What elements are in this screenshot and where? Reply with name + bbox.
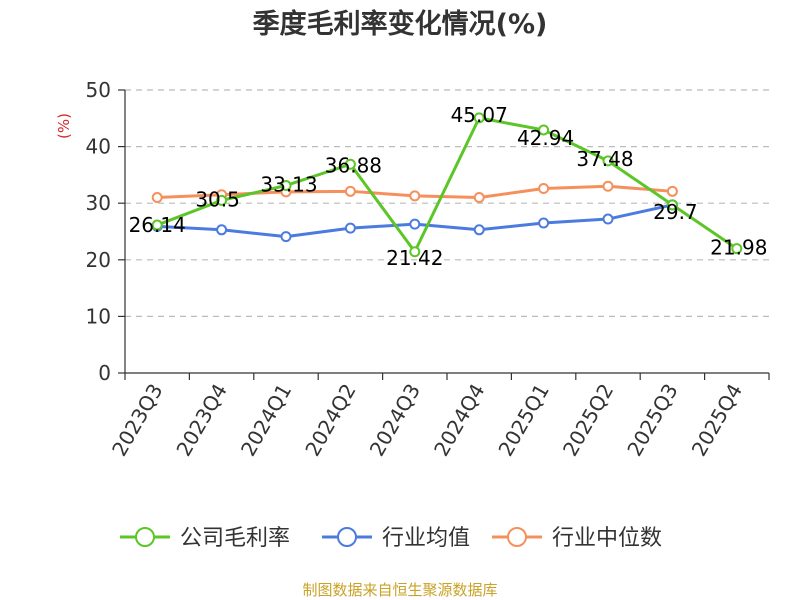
data-point bbox=[409, 190, 421, 202]
y-tick-label: 30 bbox=[86, 191, 111, 215]
legend-marker bbox=[337, 527, 357, 547]
data-point bbox=[731, 243, 743, 255]
data-point bbox=[409, 218, 421, 230]
legend-marker bbox=[135, 527, 155, 547]
x-tick-label: 2024Q4 bbox=[429, 380, 489, 461]
data-point bbox=[602, 155, 614, 167]
data-point bbox=[216, 224, 228, 236]
data-point bbox=[473, 112, 485, 124]
data-point bbox=[666, 185, 678, 197]
x-tick-label: 2024Q1 bbox=[236, 380, 296, 461]
legend-label: 公司毛利率 bbox=[180, 526, 290, 551]
x-tick-label: 2025Q4 bbox=[687, 380, 747, 461]
y-tick-label: 50 bbox=[86, 78, 111, 102]
data-point bbox=[666, 199, 678, 211]
x-tick-label: 2024Q2 bbox=[300, 380, 360, 461]
data-label: 33.13 bbox=[260, 172, 317, 196]
y-tick-label: 10 bbox=[86, 304, 111, 328]
data-label: 29.7 bbox=[653, 200, 698, 224]
data-label: 21.42 bbox=[386, 246, 443, 270]
legend-marker bbox=[507, 527, 527, 547]
gridlines bbox=[125, 89, 769, 317]
data-point bbox=[538, 182, 550, 194]
y-tick-label: 0 bbox=[98, 361, 111, 385]
data-label: 42.94 bbox=[517, 126, 574, 150]
data-point bbox=[473, 224, 485, 236]
data-label: 37.48 bbox=[576, 147, 633, 171]
x-tick-label: 2025Q2 bbox=[558, 380, 618, 461]
legend-label: 行业均值 bbox=[382, 526, 470, 551]
series-layer bbox=[151, 112, 743, 258]
data-point bbox=[344, 222, 356, 234]
data-point bbox=[280, 231, 292, 243]
data-point bbox=[538, 124, 550, 136]
data-point bbox=[151, 219, 163, 231]
data-point bbox=[151, 192, 163, 204]
y-tick-label: 20 bbox=[86, 248, 111, 272]
data-point bbox=[280, 179, 292, 191]
data-label: 26.14 bbox=[129, 213, 186, 237]
x-tick-label: 2024Q3 bbox=[365, 380, 425, 461]
data-point bbox=[602, 213, 614, 225]
y-axis-label: (%) bbox=[55, 113, 73, 139]
data-point bbox=[602, 180, 614, 192]
data-label: 45.07 bbox=[451, 103, 508, 127]
data-point bbox=[344, 158, 356, 170]
legend-label: 行业中位数 bbox=[552, 526, 662, 551]
x-tick-label: 2023Q4 bbox=[171, 380, 231, 461]
data-point bbox=[344, 185, 356, 197]
data-point bbox=[216, 194, 228, 206]
y-tick-label: 40 bbox=[86, 135, 111, 159]
x-tick-label: 2025Q3 bbox=[622, 380, 682, 461]
data-point bbox=[473, 192, 485, 204]
data-point bbox=[409, 246, 421, 258]
data-label: 21.98 bbox=[710, 236, 767, 260]
series-line bbox=[156, 116, 738, 254]
legend: 公司毛利率 行业均值 行业中位数 bbox=[120, 526, 662, 551]
x-tick-label: 2025Q1 bbox=[493, 380, 553, 461]
data-point bbox=[538, 217, 550, 229]
source-note: 制图数据来自恒生聚源数据库 bbox=[302, 581, 497, 599]
data-label: 36.88 bbox=[325, 153, 382, 177]
x-tick-label: 2023Q3 bbox=[107, 380, 167, 461]
chart-title: 季度毛利率变化情况(%) bbox=[253, 8, 548, 40]
data-label: 30.5 bbox=[195, 187, 240, 211]
